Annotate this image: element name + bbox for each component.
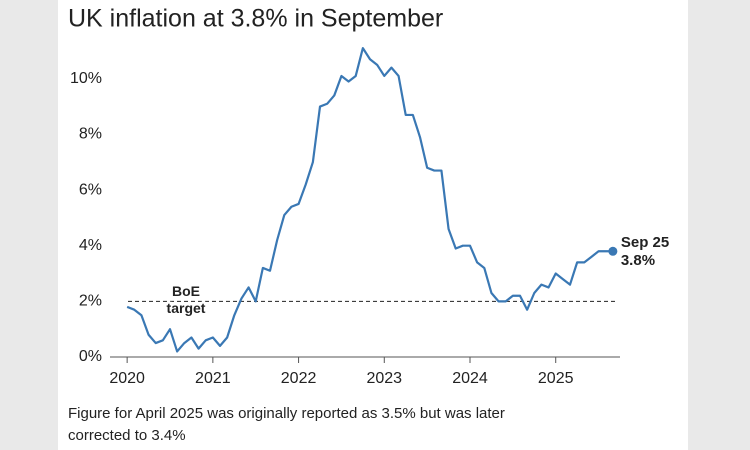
end-label: Sep 25: [621, 234, 669, 251]
y-tick-label: 10%: [70, 70, 102, 87]
chart-title: UK inflation at 3.8% in September: [68, 5, 443, 33]
note: corrected to 3.4%: [68, 427, 186, 444]
x-tick-label: 2025: [538, 370, 574, 387]
y-tick-label: 0%: [79, 348, 102, 365]
target-label: target: [167, 300, 206, 316]
end-point: [608, 246, 618, 256]
end-label: 3.8%: [621, 252, 655, 269]
note: Figure for April 2025 was originally rep…: [68, 405, 505, 422]
x-tick-label: 2021: [195, 370, 231, 387]
y-tick-label: 8%: [79, 126, 102, 143]
line: [126, 47, 613, 353]
y-tick-label: 6%: [79, 181, 102, 198]
x-tick-label: 2020: [109, 370, 145, 387]
x-tick-label: 2023: [366, 370, 402, 387]
y-tick-label: 2%: [79, 293, 102, 310]
target-label: BoE: [172, 283, 200, 299]
x-tick-label: 2024: [452, 370, 488, 387]
y-tick-label: 4%: [79, 237, 102, 254]
x-tick-label: 2022: [281, 370, 317, 387]
panel: [58, 0, 688, 450]
